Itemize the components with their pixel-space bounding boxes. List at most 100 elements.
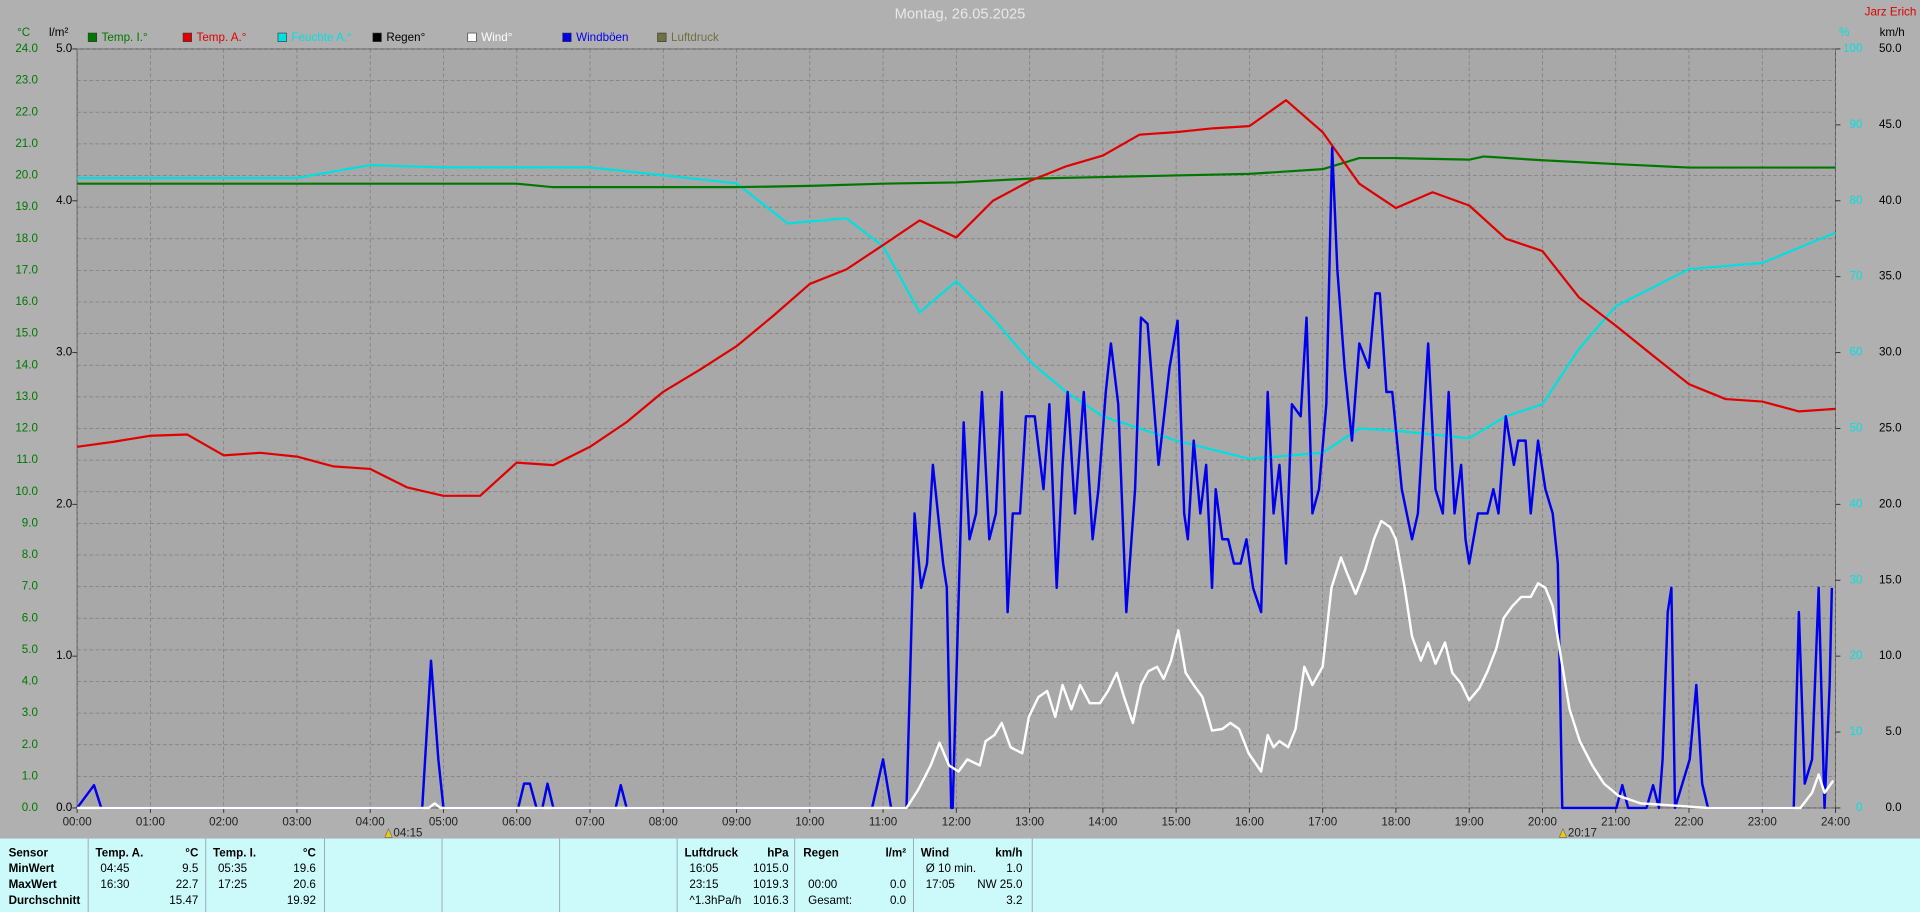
temp-unit: °C (17, 26, 30, 39)
x-tick-label: 05:00 (429, 816, 459, 829)
x-tick-label: 22:00 (1674, 816, 1704, 829)
table-header: Temp. A. (96, 846, 144, 859)
table-cell: 16:30 (100, 878, 130, 891)
table-header: Temp. I. (213, 846, 256, 859)
table-cell: 1016.3 (753, 894, 789, 907)
y-tick-label: 20.0 (15, 169, 38, 182)
x-tick-label: 20:00 (1528, 816, 1558, 829)
table-cell: 1015.0 (753, 862, 789, 875)
y-tick-label: 24.0 (15, 42, 38, 55)
x-tick-label: 23:00 (1748, 816, 1778, 829)
y3-tick-label: 60 (1850, 346, 1863, 359)
y-tick-label: 10.0 (15, 485, 38, 498)
y4-tick-label: 10.0 (1879, 649, 1902, 662)
y-tick-label: 17.0 (15, 263, 38, 276)
table-header: Regen (803, 846, 839, 859)
table-cell: 9.5 (182, 862, 198, 875)
y-tick-label: 23.0 (15, 74, 38, 87)
y-tick-label: 0.0 (22, 801, 39, 814)
sun-marker-label: 04:15 (393, 827, 422, 840)
legend-label: Temp. A.° (197, 31, 247, 44)
table-header: l/m² (885, 846, 906, 859)
y-tick-label: 15.0 (15, 327, 38, 340)
legend-swatch (277, 32, 287, 42)
y3-tick-label: 100 (1843, 42, 1863, 55)
x-tick-label: 15:00 (1162, 816, 1192, 829)
y-tick-label: 14.0 (15, 358, 38, 371)
y2-tick-label: 5.0 (56, 42, 73, 55)
y3-tick-label: 50 (1850, 422, 1863, 435)
y-tick-label: 6.0 (22, 611, 39, 624)
y2-tick-label: 4.0 (56, 194, 73, 207)
rain-unit: l/m² (49, 26, 68, 39)
y4-tick-label: 25.0 (1879, 422, 1902, 435)
legend-swatch (87, 32, 98, 42)
y-tick-label: 1.0 (22, 769, 39, 782)
table-header: °C (303, 846, 317, 859)
table-cell: 0.0 (890, 894, 907, 907)
series-line (77, 519, 1835, 810)
x-tick-label: 17:00 (1308, 816, 1338, 829)
table-cell: 15.47 (169, 894, 198, 907)
x-tick-label: 01:00 (136, 816, 166, 829)
legend-label: Luftdruck (671, 31, 719, 44)
table-cell: 3.2 (1006, 894, 1022, 907)
y-tick-label: 11.0 (16, 453, 38, 466)
y-tick-label: 3.0 (22, 706, 39, 719)
legend-label: Regen° (386, 31, 425, 44)
y-tick-label: 2.0 (22, 738, 39, 751)
table-cell: NW 25.0 (977, 878, 1023, 891)
y3-tick-label: 10 (1850, 725, 1863, 738)
y-tick-label: 4.0 (22, 675, 39, 688)
table-cell: 00:00 (808, 878, 838, 891)
series-line (76, 146, 1834, 810)
table-cell: 17:25 (218, 878, 247, 891)
y4-tick-label: 50.0 (1879, 42, 1902, 55)
row-label: Durchschnitt (9, 894, 81, 907)
y4-tick-label: 5.0 (1885, 725, 1902, 738)
series-line (77, 155, 1836, 189)
x-tick-label: 07:00 (575, 816, 605, 829)
table-cell: 1.0 (1006, 862, 1023, 875)
y4-tick-label: 45.0 (1879, 118, 1902, 131)
table-separators (87, 838, 1033, 912)
legend-label: Feuchte A.° (291, 31, 351, 44)
table-cell: 05:35 (218, 862, 247, 875)
x-tick-label: 09:00 (722, 816, 752, 829)
x-tick-label: 18:00 (1381, 816, 1411, 829)
table-cell: 20.6 (293, 878, 316, 891)
x-tick-label: 21:00 (1601, 816, 1631, 829)
sun-marker (1558, 827, 1568, 838)
table-cell: 17:05 (926, 878, 955, 891)
y3-tick-label: 80 (1850, 194, 1863, 207)
y4-tick-label: 40.0 (1879, 194, 1902, 207)
x-tick-label: 10:00 (795, 816, 825, 829)
y3-tick-label: 0 (1856, 801, 1863, 814)
table-cell: Ø 10 min. (926, 862, 976, 875)
y-tick-label: 5.0 (22, 643, 39, 656)
legend-swatch (372, 32, 382, 42)
x-tick-label: 08:00 (649, 816, 679, 829)
y-tick-label: 18.0 (15, 232, 38, 245)
x-tick-label: 19:00 (1455, 816, 1485, 829)
legend-label: Temp. I.° (102, 31, 148, 44)
row-label: MinWert (9, 862, 55, 875)
x-tick-label: 00:00 (63, 816, 93, 829)
series-line (76, 99, 1836, 497)
sun-marker-label: 20:17 (1568, 827, 1597, 840)
y-tick-label: 21.0 (15, 137, 38, 150)
y-tick-label: 7.0 (22, 580, 39, 593)
table-cell: 19.92 (287, 894, 316, 907)
y3-tick-label: 20 (1850, 649, 1863, 662)
x-tick-label: 13:00 (1015, 816, 1045, 829)
x-tick-label: 02:00 (209, 816, 239, 829)
table-cell: 04:45 (100, 862, 129, 875)
x-tick-label: 04:00 (356, 816, 386, 829)
table-cell: 16:05 (689, 862, 718, 875)
x-tick-label: 24:00 (1821, 816, 1851, 829)
y3-tick-label: 30 (1850, 573, 1863, 586)
y2-tick-label: 0.0 (56, 801, 73, 814)
stats-panel (0, 838, 1920, 912)
